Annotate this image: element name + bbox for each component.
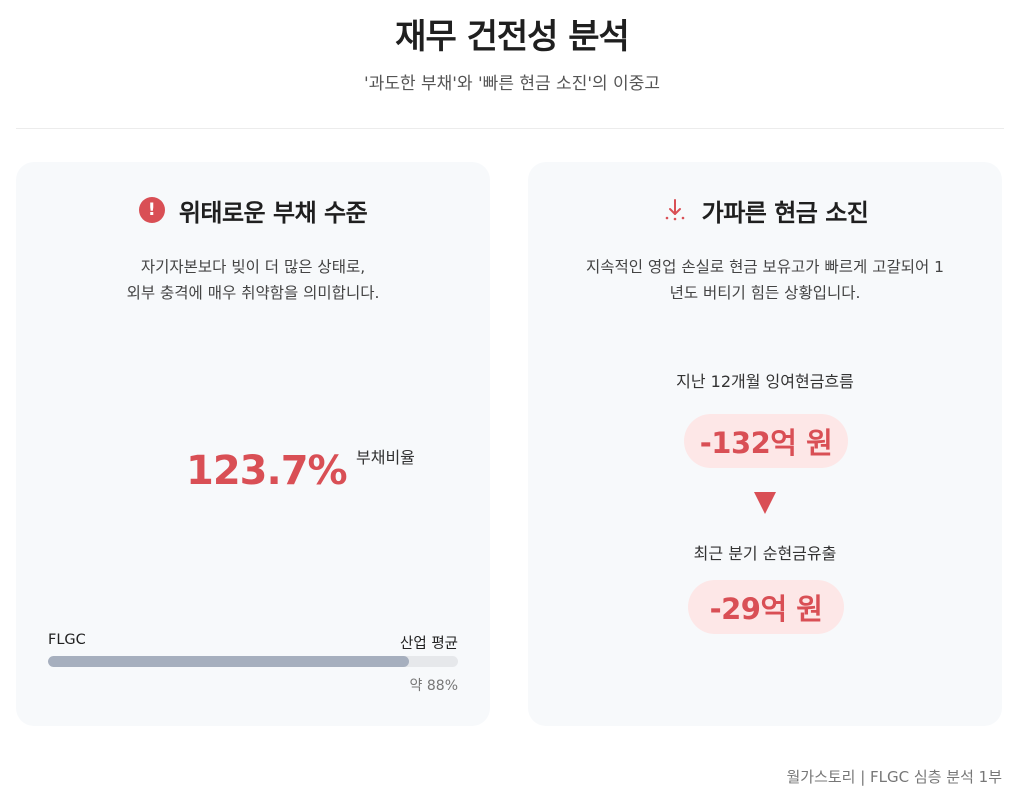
bar-right-label: 산업 평균: [400, 636, 458, 652]
footer-credit: 월가스토리 | FLGC 심층 분석 1부: [786, 768, 1002, 786]
cash-card-header: 가파른 현금 소진: [528, 192, 1002, 228]
comparison-bar-fill: [48, 656, 409, 667]
cash-burn-card: 가파른 현금 소진 지속적인 영업 손실로 현금 보유고가 빠르게 고갈되어 1…: [528, 162, 1002, 726]
debt-level-card: ! 위태로운 부채 수준 자기자본보다 빚이 더 많은 상태로, 외부 충격에 …: [16, 162, 490, 726]
fcf-label: 지난 12개월 잉여현금흐름: [676, 372, 854, 391]
debt-card-header: ! 위태로운 부채 수준: [16, 192, 490, 228]
comparison-bar-note: 약 88%: [409, 678, 458, 694]
header-divider: [16, 128, 1004, 129]
page-subtitle: '과도한 부채'와 '빠른 현금 소진'의 이중고: [364, 74, 660, 94]
net-outflow-value-pill: -29억 원: [688, 580, 844, 634]
net-outflow-label: 최근 분기 순현금유출: [693, 544, 837, 563]
page-title: 재무 건전성 분석: [395, 17, 630, 57]
cash-card-title: 가파른 현금 소진: [701, 198, 869, 227]
debt-ratio-label: 부채비율: [356, 448, 415, 467]
bar-left-label: FLGC: [48, 632, 86, 648]
debt-card-title: 위태로운 부채 수준: [178, 198, 368, 227]
cash-desc-line-1: 지속적인 영업 손실로 현금 보유고가 빠르게 고갈되어 1: [585, 258, 945, 276]
cash-card-description: 지속적인 영업 손실로 현금 보유고가 빠르게 고갈되어 1 년도 버티기 힘든…: [558, 254, 972, 306]
page-header: 재무 건전성 분석 '과도한 부채'와 '빠른 현금 소진'의 이중고: [0, 0, 1024, 96]
fcf-value-pill: -132억 원: [684, 414, 848, 468]
debt-desc-line-2: 외부 충격에 매우 취약함을 의미합니다.: [126, 284, 380, 302]
down-arrow-icon: [754, 492, 776, 514]
alert-circle-icon: !: [138, 197, 165, 223]
debt-ratio-value: 123.7%: [186, 448, 348, 494]
comparison-bar-labels: FLGC 산업 평균: [48, 632, 458, 653]
comparison-bar-track: [48, 656, 458, 667]
debt-card-description: 자기자본보다 빚이 더 많은 상태로, 외부 충격에 매우 취약함을 의미합니다…: [46, 254, 460, 306]
cash-desc-line-2: 년도 버티기 힘든 상황입니다.: [669, 284, 861, 302]
debt-desc-line-1: 자기자본보다 빚이 더 많은 상태로,: [140, 258, 366, 276]
cash-drain-icon: [665, 199, 684, 221]
